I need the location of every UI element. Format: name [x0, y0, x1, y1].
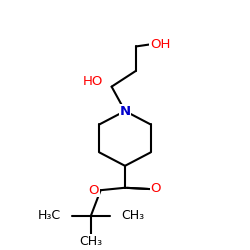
Text: N: N — [120, 104, 130, 118]
Text: O: O — [88, 184, 99, 197]
Text: HO: HO — [83, 75, 103, 88]
Text: CH₃: CH₃ — [121, 209, 144, 222]
Text: CH₃: CH₃ — [79, 235, 102, 248]
Text: OH: OH — [150, 38, 171, 51]
Text: H₃C: H₃C — [38, 209, 61, 222]
Text: O: O — [151, 182, 161, 196]
